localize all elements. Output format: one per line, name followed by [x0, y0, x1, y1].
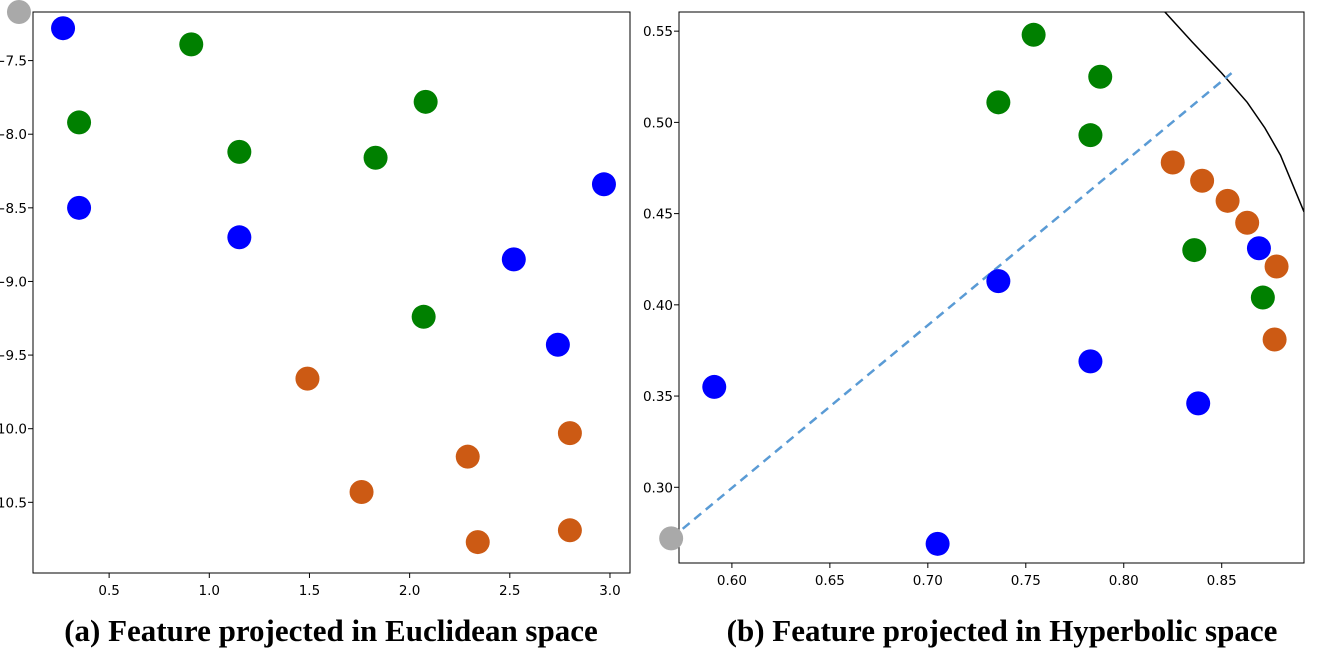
x-tick-label: 2.0	[399, 583, 420, 599]
x-tick-label: 0.80	[1109, 573, 1139, 589]
panel-caption: (b) Feature projected in Hyperbolic spac…	[727, 613, 1278, 648]
gray-point	[659, 526, 684, 551]
blue-point	[591, 172, 616, 197]
y-tick-label: 0.55	[643, 24, 673, 40]
y-tick-label: 0.40	[643, 298, 673, 314]
y-tick-label: −9.0	[0, 274, 27, 290]
green-point	[179, 32, 204, 57]
orange-point	[1215, 188, 1240, 213]
plot-frame	[32, 11, 631, 574]
blue-point	[227, 225, 252, 250]
plot-area	[679, 12, 1304, 534]
panel-euclidean: 0.5 1.0 1.5 2.0 2.5 3.0 −7.5 −8.0 −8.5 −9.0 −9.5 −1…	[0, 0, 631, 648]
gray-point	[6, 0, 31, 24]
x-tick-label: 2.5	[499, 583, 520, 599]
y-tick-label: −8.5	[0, 201, 27, 217]
x-tick-label: 0.85	[1207, 573, 1237, 589]
blue-point	[986, 269, 1011, 294]
green-point	[1088, 64, 1113, 89]
blue-point	[501, 247, 526, 272]
orange-point	[465, 530, 490, 555]
y-tick-label: −9.5	[0, 348, 27, 364]
orange-point	[349, 480, 374, 505]
green-point	[1021, 22, 1046, 47]
y-tick-label: −8.0	[0, 127, 27, 143]
blue-point	[51, 16, 76, 41]
blue-point	[1246, 236, 1271, 261]
y-tick-label: 0.35	[643, 389, 673, 405]
orange-point	[1190, 168, 1215, 193]
x-tick-label: 0.70	[913, 573, 943, 589]
green-point	[413, 89, 438, 114]
x-tick-label: 0.60	[717, 573, 747, 589]
y-tick-label: 0.50	[643, 115, 673, 131]
orange-point	[557, 518, 582, 543]
x-tick-label: 0.5	[98, 583, 119, 599]
y-tick-label: 0.45	[643, 207, 673, 223]
green-point	[67, 110, 92, 135]
orange-point	[1264, 254, 1289, 279]
panel-hyperbolic: 0.60 0.65 0.70 0.75 0.80 0.85 0.55 0.50 0.45 0.40…	[643, 11, 1305, 648]
blue-point	[925, 531, 950, 556]
y-tick-label: −7.5	[0, 54, 27, 70]
blue-point	[67, 195, 92, 220]
y-tick-label: −10.5	[0, 495, 27, 511]
poincare-boundary-curve	[1164, 12, 1304, 213]
green-point	[363, 145, 388, 170]
orange-point	[1262, 327, 1287, 352]
green-point	[1078, 123, 1103, 148]
green-point	[1250, 285, 1275, 310]
x-tick-label: 0.75	[1011, 573, 1041, 589]
green-point	[227, 139, 252, 164]
orange-point	[295, 366, 320, 391]
green-point	[411, 304, 436, 329]
dashed-line	[679, 72, 1233, 534]
orange-point	[1160, 150, 1185, 175]
blue-point	[1186, 391, 1211, 416]
plot-frame	[678, 11, 1305, 564]
x-tick-label: 3.0	[599, 583, 620, 599]
orange-point	[455, 444, 480, 469]
blue-point	[545, 332, 570, 357]
x-tick-label: 1.5	[299, 583, 320, 599]
y-tick-label: 0.30	[643, 480, 673, 496]
y-tick-label: −10.0	[0, 422, 27, 438]
green-point	[986, 90, 1011, 115]
orange-point	[557, 421, 582, 446]
orange-point	[1235, 210, 1260, 235]
x-tick-label: 1.0	[199, 583, 220, 599]
panel-caption: (a) Feature projected in Euclidean space	[64, 613, 598, 648]
blue-point	[1078, 349, 1103, 374]
blue-point	[702, 374, 727, 399]
green-point	[1182, 238, 1207, 263]
x-tick-label: 0.65	[815, 573, 845, 589]
